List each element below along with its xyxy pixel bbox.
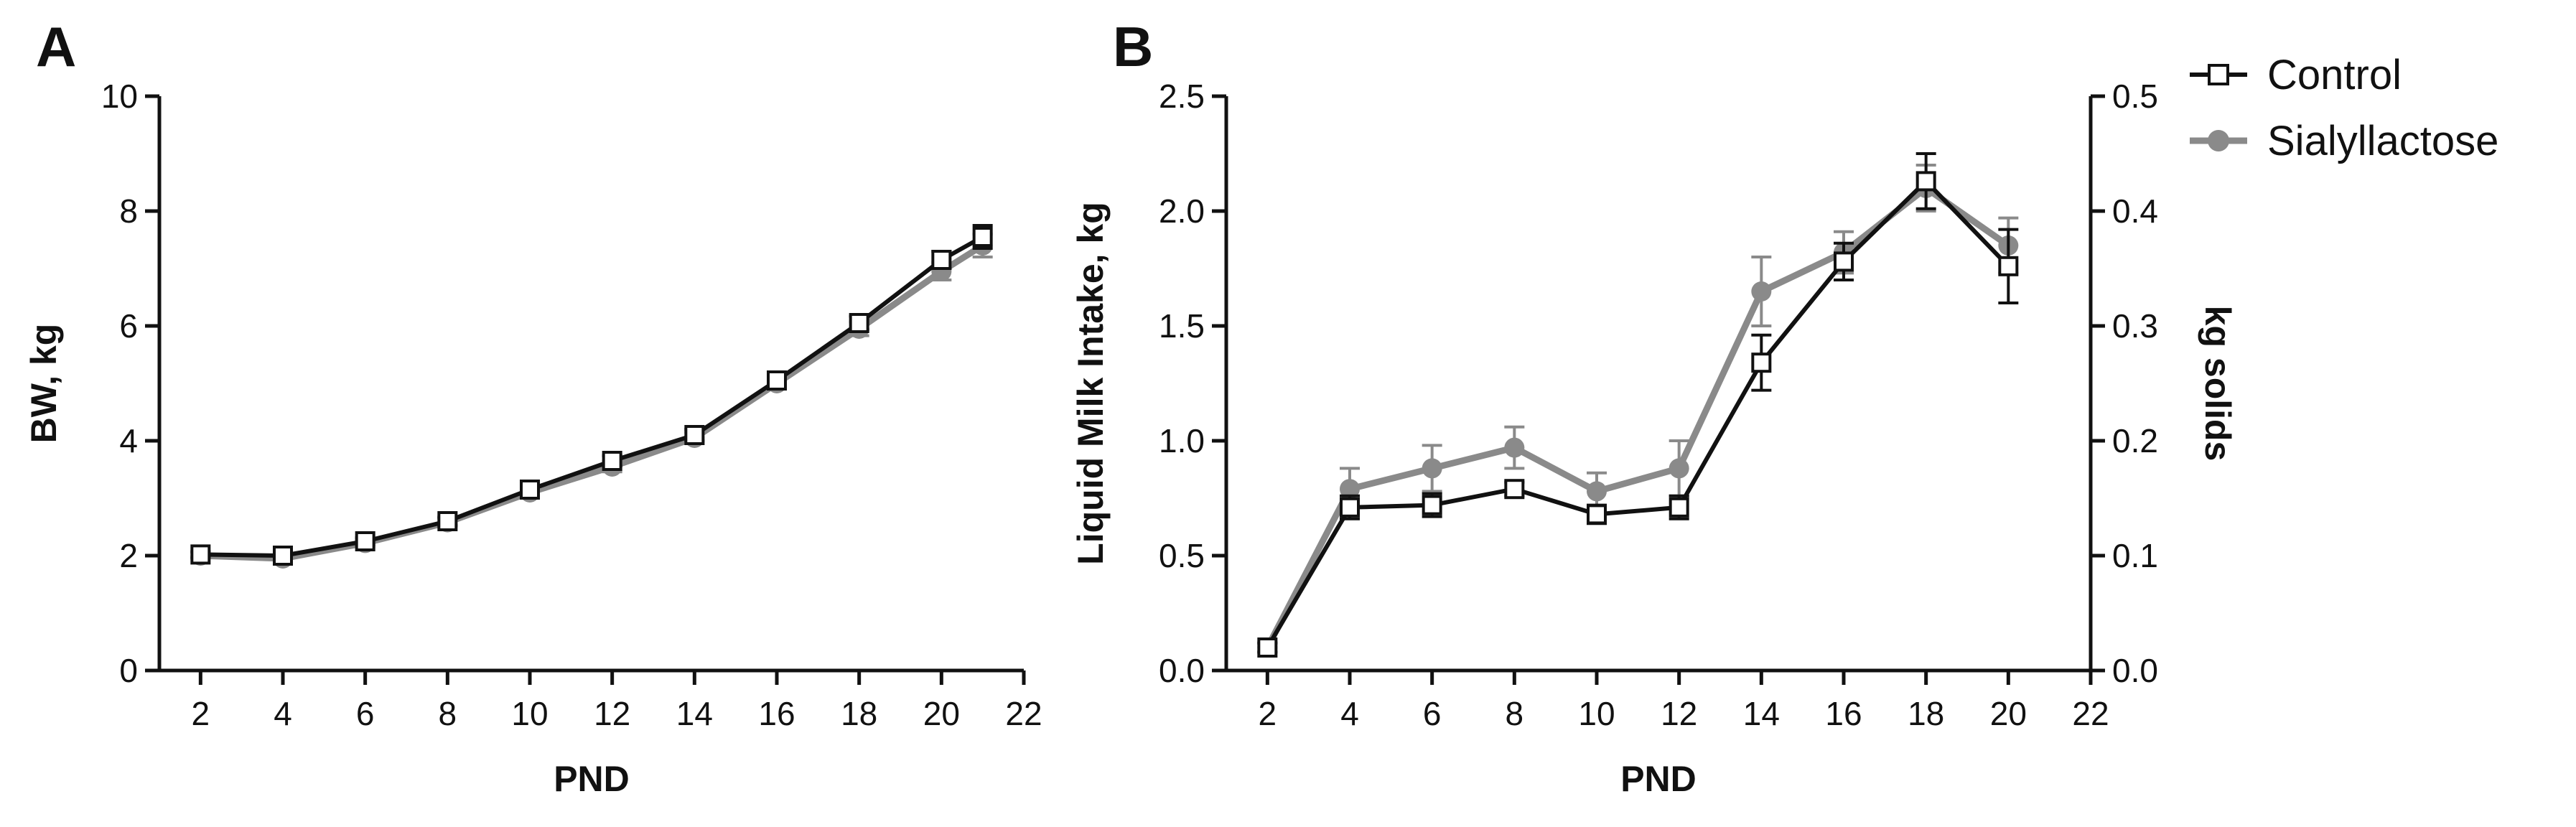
- x-tick-label-b: 8: [1506, 695, 1524, 732]
- x-tick-label-a: 8: [439, 695, 457, 732]
- y-axis-label-b: Liquid Milk Intake, kg: [1070, 202, 1111, 565]
- x-tick-label-b: 14: [1743, 695, 1780, 732]
- x-tick-label-a: 18: [841, 695, 877, 732]
- data-point-sialyllactose-b: [1504, 437, 1525, 458]
- y-tick-label-b: 0.5: [1159, 537, 1205, 574]
- legend-label-control: Control: [2267, 52, 2402, 98]
- data-point-control-a: [437, 511, 458, 531]
- x-tick-label-a: 4: [274, 695, 292, 732]
- data-point-control-a: [767, 370, 787, 391]
- y-tick-label-b: 1.0: [1159, 422, 1205, 459]
- x-tick-label-a: 10: [511, 695, 548, 732]
- y-tick-label-a: 0: [119, 652, 138, 689]
- series-sialyllactose-b: [1257, 164, 2019, 658]
- data-point-control-b: [1257, 637, 1278, 658]
- series-line-control-a: [200, 235, 984, 558]
- y-tick-label-a: 10: [101, 78, 138, 115]
- x-tick-label-a: 16: [758, 695, 795, 732]
- data-point-control-a: [273, 546, 293, 566]
- series-line-sialyllactose-a: [200, 243, 985, 562]
- x-tick-label-b: 4: [1340, 695, 1359, 732]
- legend: Control Sialyllactose: [2190, 52, 2498, 164]
- legend-label-sialyllactose: Sialyllactose: [2267, 118, 2498, 164]
- x-tick-label-b: 10: [1578, 695, 1615, 732]
- chart-panel-b: 2 4 6 8 10 12 14 16 18 20 220.00.51.01.52.02.50.00…: [1070, 78, 2238, 799]
- y-right-tick-label-b: 0.1: [2112, 537, 2158, 574]
- y-tick-label-a: 2: [119, 537, 138, 574]
- data-point-control-b: [1340, 497, 1360, 518]
- x-tick-label-b: 12: [1661, 695, 1697, 732]
- data-point-control-b: [1587, 504, 1607, 525]
- data-point-control-a: [190, 544, 211, 565]
- series-control-b: [1257, 152, 2019, 658]
- data-point-control-b: [1504, 479, 1525, 500]
- y-right-tick-label-b: 0.0: [2112, 652, 2158, 689]
- x-tick-label-b: 22: [2072, 695, 2109, 732]
- y-right-tick-label-b: 0.2: [2112, 422, 2158, 459]
- x-tick-label-a: 20: [923, 695, 960, 732]
- data-point-control-a: [684, 425, 705, 445]
- x-tick-label-b: 6: [1423, 695, 1442, 732]
- y-axis-right-label-b: kg solids: [2198, 306, 2238, 462]
- data-point-control-b: [1834, 251, 1854, 272]
- x-tick-label-b: 16: [1825, 695, 1862, 732]
- y-right-tick-label-b: 0.3: [2112, 307, 2158, 345]
- data-point-control-a: [931, 250, 952, 270]
- data-point-control-a: [849, 313, 869, 333]
- data-point-sialyllactose-b: [1751, 281, 1772, 302]
- series-line-control-b: [1265, 179, 2010, 649]
- x-tick-label-a: 22: [1005, 695, 1042, 732]
- x-tick-label-a: 14: [676, 695, 713, 732]
- data-point-sialyllactose-b: [1422, 458, 1442, 479]
- x-tick-label-b: 20: [1990, 695, 2027, 732]
- data-point-control-b: [1669, 497, 1689, 518]
- legend-marker-sialyllactose: [2208, 130, 2229, 151]
- y-axis-label-a: BW, kg: [24, 324, 64, 444]
- x-axis-label-a: PND: [554, 759, 630, 799]
- data-point-control-a: [972, 227, 993, 247]
- data-point-control-a: [520, 480, 540, 500]
- legend-item-control: Control: [2190, 52, 2402, 98]
- x-tick-label-b: 2: [1259, 695, 1277, 732]
- data-point-control-b: [1751, 352, 1772, 373]
- x-tick-label-a: 12: [594, 695, 630, 732]
- data-point-control-b: [1422, 495, 1442, 515]
- data-point-control-b: [1915, 171, 1936, 192]
- data-point-control-b: [1998, 256, 2019, 276]
- y-tick-label-a: 6: [119, 307, 138, 345]
- data-point-sialyllactose-b: [1669, 458, 1689, 479]
- y-tick-label-b: 0.0: [1159, 652, 1205, 689]
- y-right-tick-label-b: 0.4: [2112, 192, 2158, 230]
- y-tick-label-a: 4: [119, 422, 138, 459]
- y-right-tick-label-b: 0.5: [2112, 78, 2158, 115]
- legend-item-sialyllactose: Sialyllactose: [2190, 118, 2498, 164]
- data-point-control-a: [355, 531, 375, 551]
- series-line-sialyllactose-b: [1264, 184, 2010, 650]
- y-tick-label-b: 2.0: [1159, 192, 1205, 230]
- legend-marker-control: [2208, 64, 2229, 85]
- data-point-sialyllactose-b: [1340, 479, 1360, 500]
- x-tick-label-b: 18: [1908, 695, 1944, 732]
- x-axis-label-b: PND: [1620, 759, 1697, 799]
- data-point-control-a: [602, 451, 622, 471]
- series-sialyllactose-a: [190, 233, 993, 569]
- panel-letter-b: B: [1113, 15, 1153, 78]
- y-tick-label-b: 1.5: [1159, 307, 1205, 345]
- x-tick-label-a: 6: [356, 695, 375, 732]
- panel-letter-a: A: [36, 15, 76, 78]
- data-point-sialyllactose-b: [1587, 481, 1607, 502]
- y-tick-label-a: 8: [119, 192, 138, 230]
- y-tick-label-b: 2.5: [1159, 78, 1205, 115]
- x-tick-label-a: 2: [192, 695, 210, 732]
- series-control-a: [190, 224, 993, 566]
